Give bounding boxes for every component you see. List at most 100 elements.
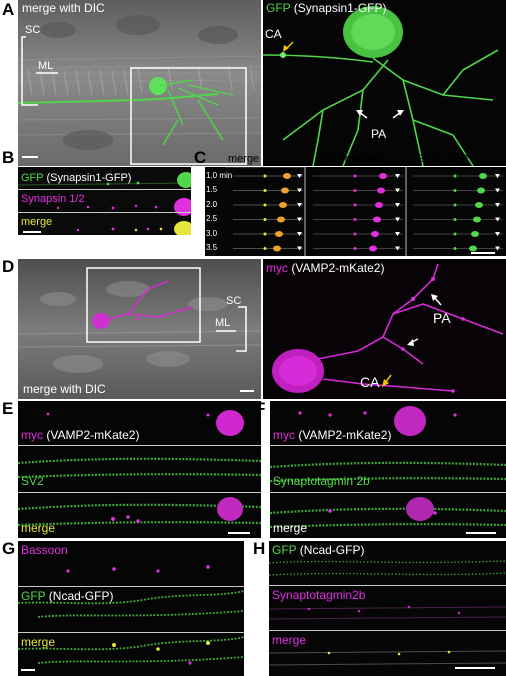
panel-c-time-5: 3.0 xyxy=(206,229,218,238)
panel-g-divider-2 xyxy=(18,632,244,633)
panel-c-col-merge: merge xyxy=(228,153,260,165)
panel-d-ca-label: CA xyxy=(360,374,380,390)
panel-h-divider-1 xyxy=(269,585,506,586)
panel-g-image: Bassoon GFP (Ncad-GFP) merge xyxy=(18,541,244,676)
panel-d-myc-word: myc xyxy=(266,261,288,275)
panel-g-gfp-paren: (Ncad-GFP) xyxy=(48,589,114,603)
panel-f-myc-word: myc xyxy=(273,428,295,442)
panel-d-sc-label: SC xyxy=(226,295,242,307)
panel-h-row1-label: GFP (Ncad-GFP) xyxy=(272,544,364,556)
panel-b-gfp-paren: (Synapsin1-GFP) xyxy=(46,172,132,184)
panel-g-row2-label: GFP (Ncad-GFP) xyxy=(21,590,113,602)
panel-a-ml-label: ML xyxy=(38,60,54,72)
panel-f-image: myc (VAMP2-mKate2) Synaptotagmin 2b merg… xyxy=(270,401,506,538)
panel-h-gfp-word: GFP xyxy=(272,543,297,557)
panel-a-gfp-word: GFP xyxy=(266,1,291,15)
panel-c-letter: C xyxy=(194,148,207,167)
panel-h-image: GFP (Ncad-GFP) Synaptotagmin2b merge xyxy=(269,541,506,676)
panel-g-letter: G xyxy=(2,539,16,558)
panel-c-col-syn1-gfp: Syn1-GFP xyxy=(417,153,469,165)
panel-f-row1-label: myc (VAMP2-mKate2) xyxy=(273,429,391,441)
panel-c-image: 1.0 min 1.5 2.0 2.5 3.0 3.5 xyxy=(205,167,506,256)
panel-a-scale-bar xyxy=(22,156,38,158)
panel-d-ml-label: ML xyxy=(215,317,231,329)
panel-b-scale-bar xyxy=(23,231,41,233)
panel-g-divider-1 xyxy=(18,586,244,587)
panel-a-sc-label: SC xyxy=(25,24,41,36)
panel-b-row2-label: Synapsin 1/2 xyxy=(21,193,85,205)
panel-d-myc-paren: (VAMP2-mKate2) xyxy=(291,261,385,275)
panel-f-row2-label: Synaptotagmin 2b xyxy=(273,474,370,488)
panel-d-myc-label: myc (VAMP2-mKate2) xyxy=(266,262,384,274)
panel-b-row3-label: merge xyxy=(21,216,53,228)
panel-e-letter: E xyxy=(2,399,14,418)
panel-g-row3-label: merge xyxy=(21,635,56,649)
panel-h-svg xyxy=(269,560,506,666)
panel-d-scale-bar xyxy=(240,390,254,392)
panel-c-time-2: 1.5 xyxy=(206,185,218,194)
panel-b-gfp-word: GFP xyxy=(21,172,44,184)
panel-h-row3-label: merge xyxy=(272,633,307,647)
panel-a-pa-label: PA xyxy=(371,127,387,141)
panel-d-pa-label: PA xyxy=(433,310,451,326)
panel-f-scale-bar xyxy=(466,532,496,534)
panel-e-scale-bar xyxy=(228,532,250,534)
panel-a-dic-image: merge with DIC SC ML xyxy=(18,0,261,166)
panel-a-zoom-image: GFP (Synapsin1-GFP) CA PA xyxy=(263,0,506,166)
panel-e-row3-label: merge xyxy=(21,521,56,535)
panel-f-myc-paren: (VAMP2-mKate2) xyxy=(298,428,392,442)
panel-g-scale-bar xyxy=(21,669,35,671)
panel-a-ca-label: CA xyxy=(265,27,282,41)
panel-c-puncta-svg xyxy=(233,173,503,252)
panel-h-letter: H xyxy=(253,539,266,558)
panel-h-divider-2 xyxy=(269,630,506,631)
panel-d-neuron-svg xyxy=(272,263,504,393)
panel-e-row1-label: myc (VAMP2-mKate2) xyxy=(21,429,139,441)
panel-g-row1-label: Bassoon xyxy=(21,543,68,557)
panel-e-myc-paren: (VAMP2-mKate2) xyxy=(46,428,140,442)
panel-d-dic-svg xyxy=(18,259,261,399)
panel-c-row-5 xyxy=(233,231,503,237)
panel-c-time-4: 2.5 xyxy=(206,214,218,223)
panel-a-dic-title: merge with DIC xyxy=(22,1,105,15)
panel-a-gfp-paren: (Synapsin1-GFP) xyxy=(293,1,387,15)
panel-c-row-3 xyxy=(233,202,503,208)
panel-b-letter: B xyxy=(2,148,15,167)
panel-e-svg xyxy=(18,410,261,527)
panel-a-letter: A xyxy=(2,0,15,19)
panel-c-time-3: 2.0 xyxy=(206,200,218,209)
panel-b-divider-2 xyxy=(18,212,191,213)
panel-g-svg xyxy=(18,565,244,665)
panel-f-svg xyxy=(270,406,506,529)
panel-d-letter: D xyxy=(2,257,15,276)
panel-h-row2-label: Synaptotagmin2b xyxy=(272,588,366,602)
panel-e-row2-label: SV2 xyxy=(21,474,44,488)
panel-c-row-1 xyxy=(233,173,503,179)
panel-a-neuron-svg xyxy=(263,6,499,166)
panel-c-time-1: 1.0 min xyxy=(206,171,233,180)
panel-b-row1-label: GFP (Synapsin1-GFP) xyxy=(21,172,131,184)
panel-e-divider-2 xyxy=(18,492,261,493)
panel-d-dic-title: merge with DIC xyxy=(23,382,106,396)
panel-a-dic-svg xyxy=(18,0,261,166)
panel-d-dic-image: SC ML merge with DIC xyxy=(18,259,261,399)
panel-c-row-6 xyxy=(233,245,503,252)
panel-c-col-syn1-mkate2: Syn1-mKate2 xyxy=(316,153,383,165)
panel-e-divider-1 xyxy=(18,445,261,446)
panel-b-image: GFP (Synapsin1-GFP) Synapsin 1/2 merge xyxy=(18,167,191,235)
panel-c-time-6: 3.5 xyxy=(206,243,218,252)
panel-f-row3-label: merge xyxy=(273,521,308,535)
panel-g-gfp-word: GFP xyxy=(21,589,46,603)
panel-c-rows: 1.0 min 1.5 2.0 2.5 3.0 3.5 xyxy=(205,167,506,256)
panel-e-myc-word: myc xyxy=(21,428,43,442)
panel-c-scale-bar xyxy=(471,252,495,254)
panel-f-divider-1 xyxy=(270,445,506,446)
panel-c-svg xyxy=(225,167,407,256)
panel-e-image: myc (VAMP2-mKate2) SV2 merge xyxy=(18,401,261,538)
panel-h-scale-bar xyxy=(455,667,495,669)
panel-b-svg xyxy=(18,172,191,235)
panel-f-letter: F xyxy=(255,399,266,418)
panel-f-divider-2 xyxy=(270,492,506,493)
panel-c-row-4 xyxy=(233,216,503,223)
panel-c-row-2 xyxy=(233,187,503,194)
